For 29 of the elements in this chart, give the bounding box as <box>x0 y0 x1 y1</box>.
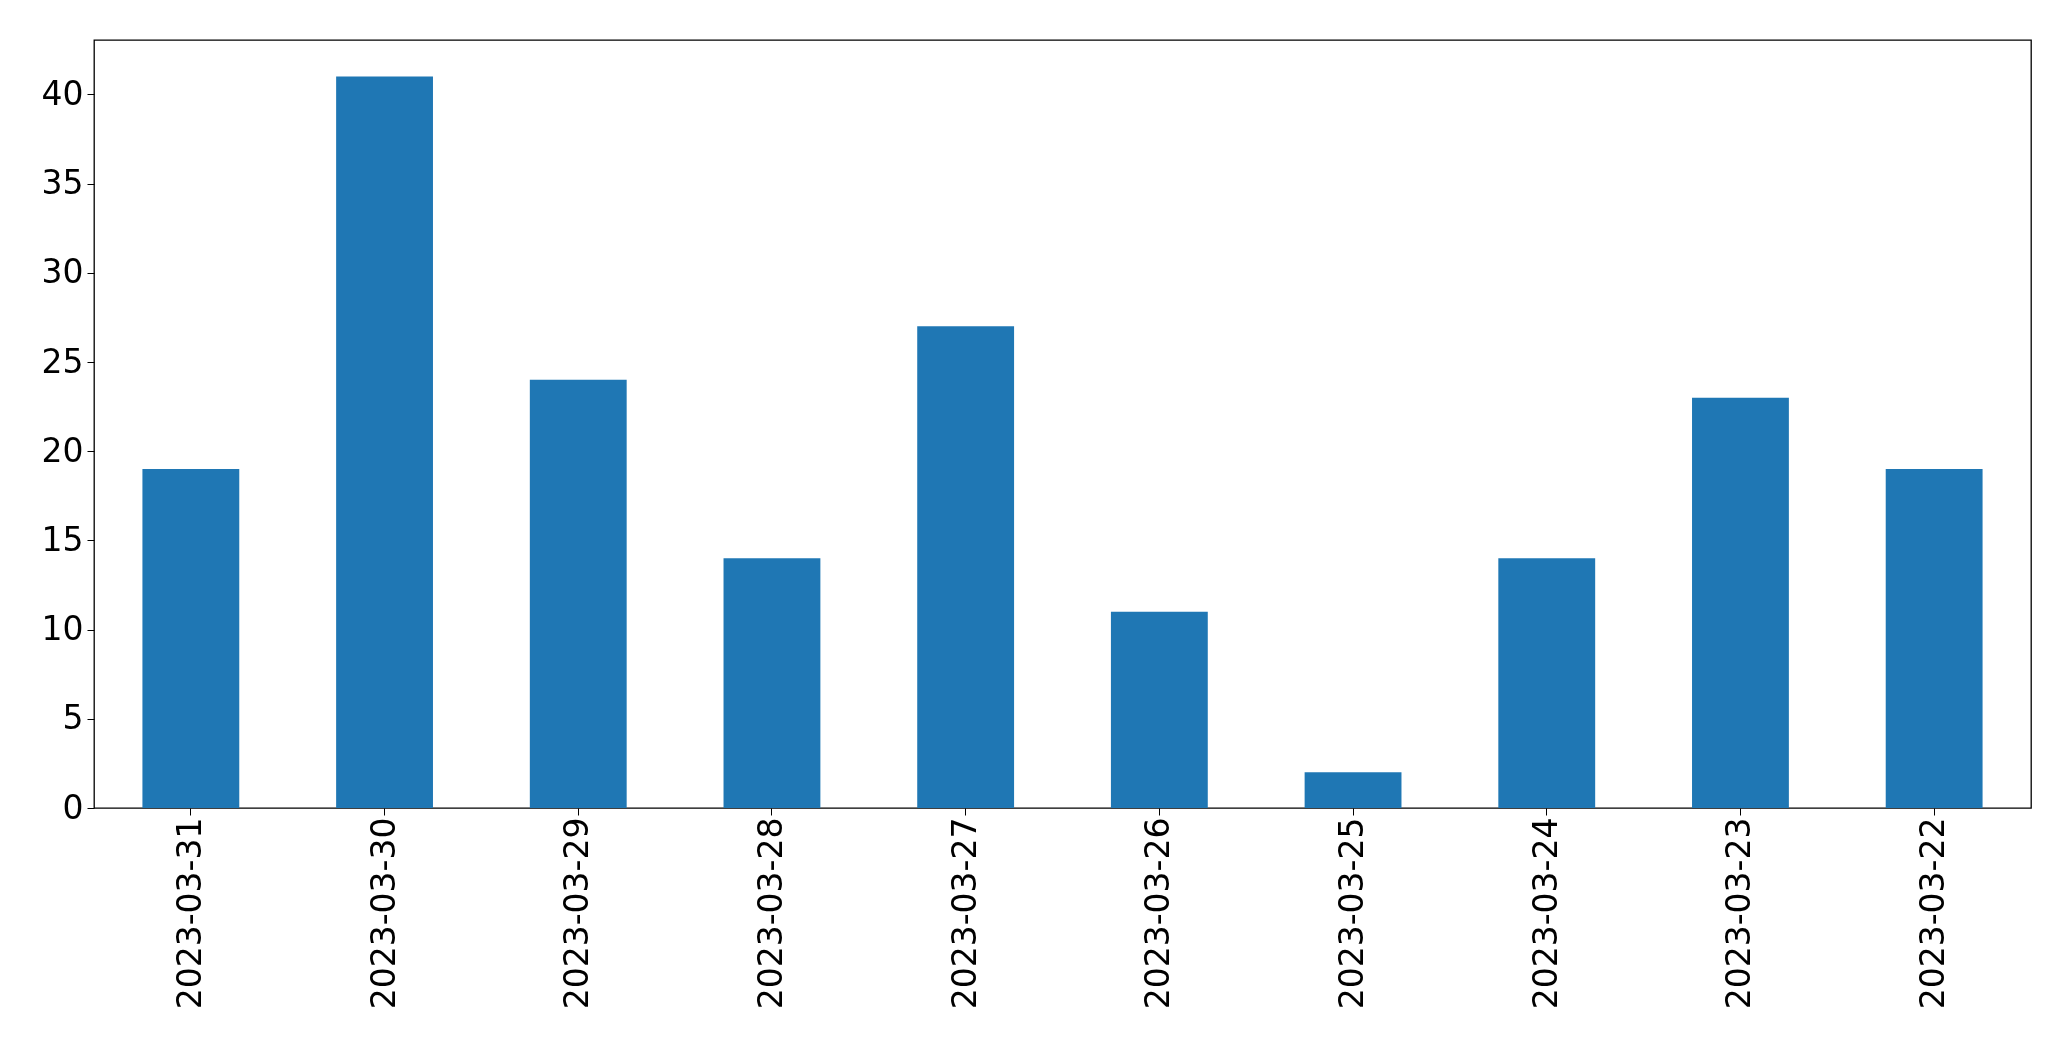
bar <box>1692 397 1789 808</box>
y-tick-label: 40 <box>41 73 84 113</box>
y-tick-label: 20 <box>41 430 84 470</box>
x-tick-label: 2023-03-28 <box>750 817 790 1010</box>
y-tick-label: 10 <box>41 609 84 649</box>
bar <box>723 558 821 808</box>
y-tick-label: 15 <box>41 519 84 559</box>
bar <box>1885 469 1983 808</box>
bar <box>1498 558 1596 808</box>
bar <box>529 379 627 808</box>
y-tick-label: 35 <box>41 163 84 203</box>
x-tick-label: 2023-03-31 <box>169 817 209 1010</box>
bar <box>336 76 433 808</box>
bar <box>1110 611 1208 808</box>
bar <box>917 326 1015 808</box>
y-tick-label: 0 <box>62 787 84 827</box>
x-tick-label: 2023-03-29 <box>557 817 597 1010</box>
bar <box>142 469 240 808</box>
x-tick-label: 2023-03-24 <box>1525 817 1565 1010</box>
y-tick-label: 5 <box>62 698 84 738</box>
y-tick-label: 30 <box>41 252 84 292</box>
bar <box>1304 772 1402 808</box>
x-tick-label: 2023-03-23 <box>1719 817 1759 1010</box>
x-tick-label: 2023-03-25 <box>1332 817 1372 1010</box>
x-tick-label: 2023-03-27 <box>944 817 984 1010</box>
x-tick-label: 2023-03-30 <box>363 817 403 1010</box>
y-tick-label: 25 <box>41 341 84 381</box>
x-tick-label: 2023-03-26 <box>1138 817 1178 1010</box>
x-tick-label: 2023-03-22 <box>1913 817 1953 1010</box>
